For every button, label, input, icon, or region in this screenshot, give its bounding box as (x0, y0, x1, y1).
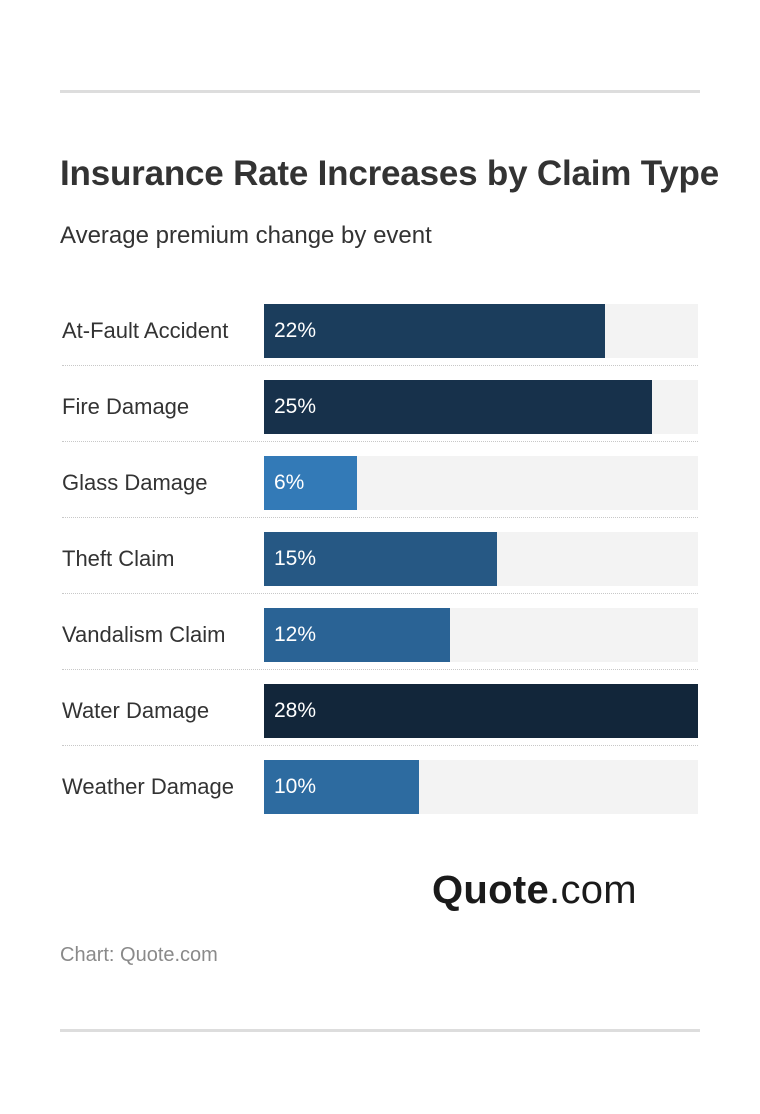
row-divider (62, 365, 698, 366)
top-divider (60, 90, 700, 93)
bar-row: Vandalism Claim 12% (60, 594, 700, 670)
bar: 22% (264, 304, 605, 358)
quote-logo: Quote.com (432, 868, 637, 913)
bar: 6% (264, 456, 357, 510)
value-label: 28% (274, 699, 317, 722)
bar-track: 25% (264, 380, 698, 434)
category-label: Weather Damage (62, 774, 235, 799)
bar-row: Theft Claim 15% (60, 518, 700, 594)
bar: 25% (264, 380, 652, 434)
bar-row: Fire Damage 25% (60, 366, 700, 442)
bar-row: Glass Damage 6% (60, 442, 700, 518)
value-label: 15% (274, 547, 317, 570)
bar-track: 28% (264, 684, 698, 738)
bar: 15% (264, 532, 497, 586)
chart-subtitle: Average premium change by event (60, 222, 432, 249)
bar-row: Water Damage 28% (60, 670, 700, 746)
category-label: At-Fault Accident (62, 318, 229, 343)
logo-bold-text: Quote (432, 868, 550, 912)
row-divider (62, 441, 698, 442)
value-label: 6% (274, 471, 305, 494)
logo-light-text: .com (549, 868, 637, 912)
category-label: Fire Damage (62, 394, 190, 419)
bar-track: 12% (264, 608, 698, 662)
bar-track: 22% (264, 304, 698, 358)
value-label: 22% (274, 319, 317, 342)
row-divider (62, 517, 698, 518)
category-label: Glass Damage (62, 470, 208, 495)
bar: 12% (264, 608, 450, 662)
bar-track: 6% (264, 456, 698, 510)
chart-title: Insurance Rate Increases by Claim Type (60, 154, 719, 193)
bar-track: 15% (264, 532, 698, 586)
bar: 28% (264, 684, 698, 738)
bar-track: 10% (264, 760, 698, 814)
bar-row: At-Fault Accident 22% (60, 290, 700, 366)
category-label: Water Damage (62, 698, 210, 723)
row-divider (62, 669, 698, 670)
value-label: 12% (274, 623, 317, 646)
value-label: 25% (274, 395, 317, 418)
bar-row: Weather Damage 10% (60, 746, 700, 822)
row-divider (62, 593, 698, 594)
category-label: Theft Claim (62, 546, 175, 571)
bar: 10% (264, 760, 419, 814)
category-label: Vandalism Claim (62, 622, 226, 647)
value-label: 10% (274, 775, 317, 798)
bottom-divider (60, 1029, 700, 1032)
chart-source: Chart: Quote.com (60, 944, 218, 966)
row-divider (62, 745, 698, 746)
